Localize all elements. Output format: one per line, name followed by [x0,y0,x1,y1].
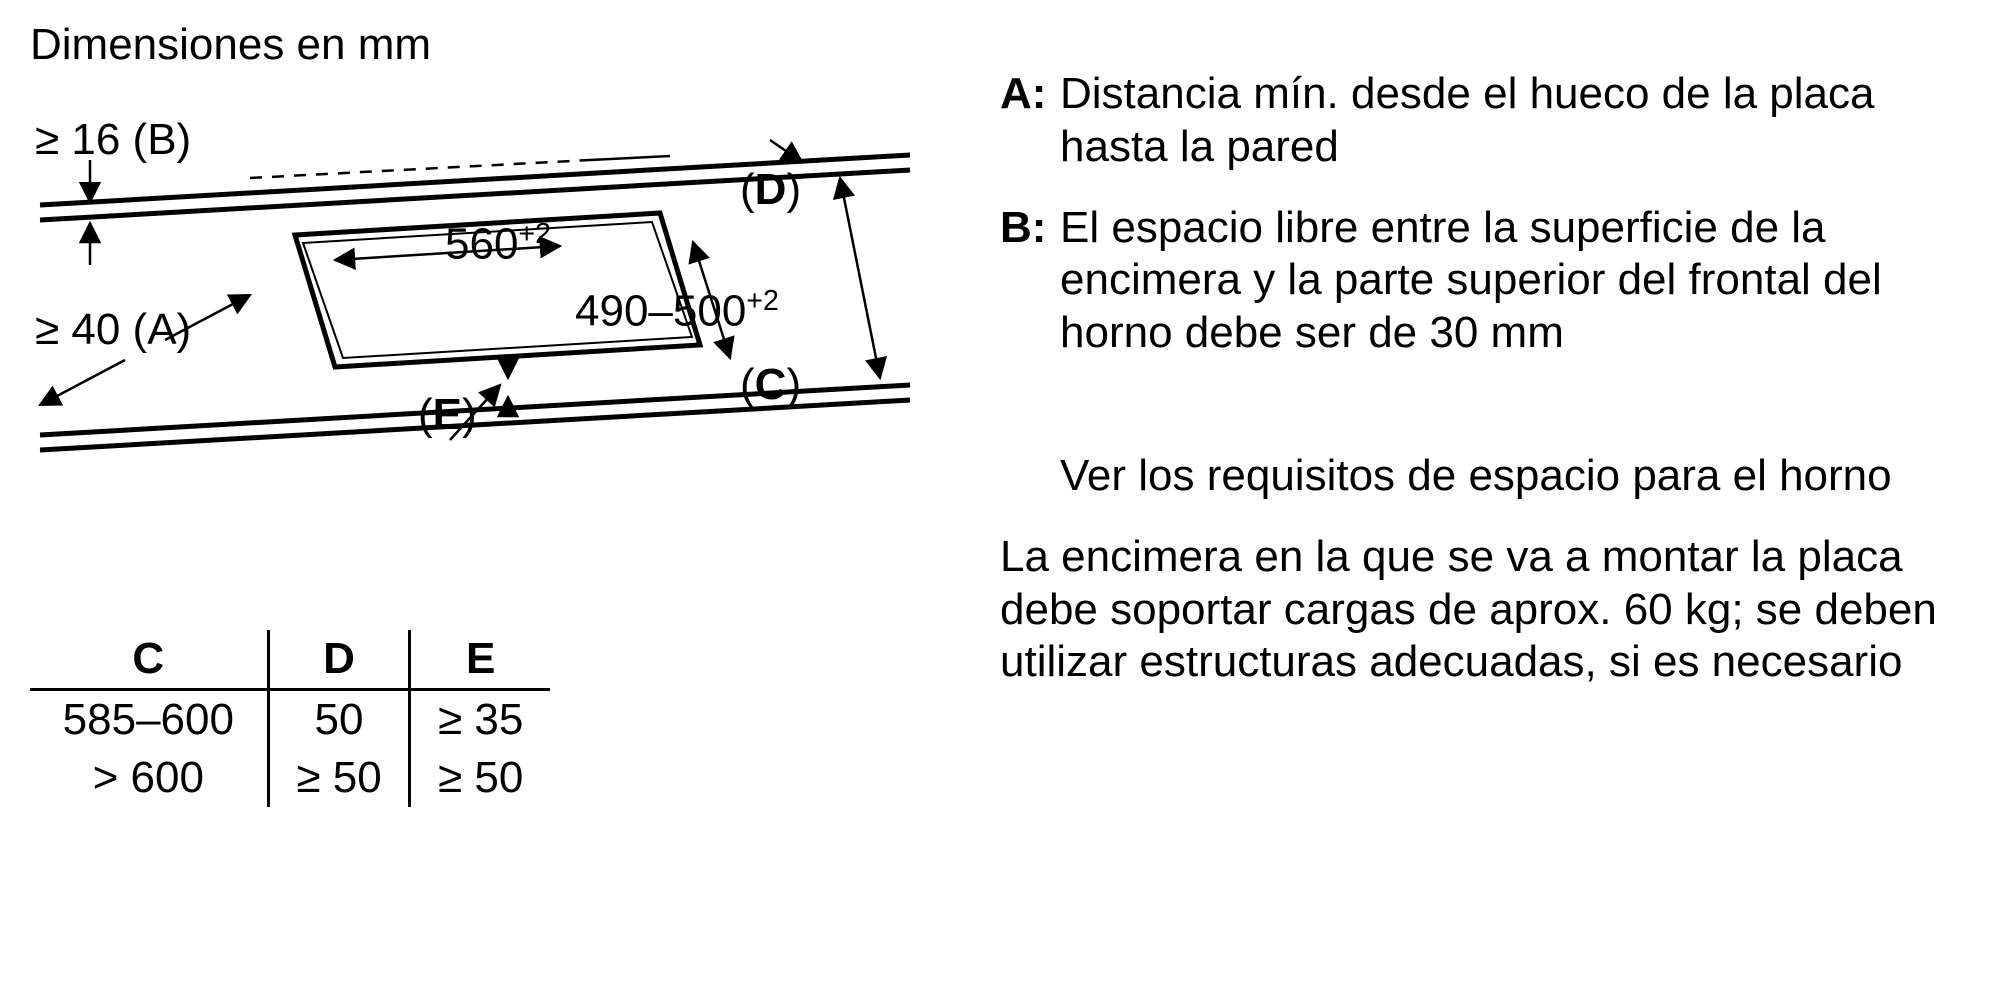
label-560: 560+2 [445,218,551,270]
table-row: > 600 ≥ 50 ≥ 50 [30,749,550,807]
dimension-table: C D E 585–600 50 ≥ 35 > 600 ≥ 50 ≥ 50 [30,630,550,807]
label-a: ≥ 40 (A) [35,305,191,355]
label-e: (E) [418,390,477,440]
table-header-row: C D E [30,630,550,690]
space-requirements-note: Ver los requisitos de espacio para el ho… [1060,450,1940,503]
legend: A: Distancia mín. desde el hueco de la p… [1000,68,1940,689]
col-d: D [268,630,410,690]
label-c: (C) [740,360,801,410]
table-row: 585–600 50 ≥ 35 [30,690,550,750]
label-b: ≥ 16 (B) [35,115,191,165]
col-e: E [410,630,550,690]
load-bearing-note: La encimera en la que se va a montar la … [1000,531,1940,689]
col-c: C [30,630,268,690]
label-d: (D) [740,165,801,215]
legend-item-a: A: Distancia mín. desde el hueco de la p… [1000,68,1940,174]
legend-item-b: B: El espacio libre entre la superficie … [1000,202,1940,360]
label-490: 490–500+2 [575,285,779,337]
